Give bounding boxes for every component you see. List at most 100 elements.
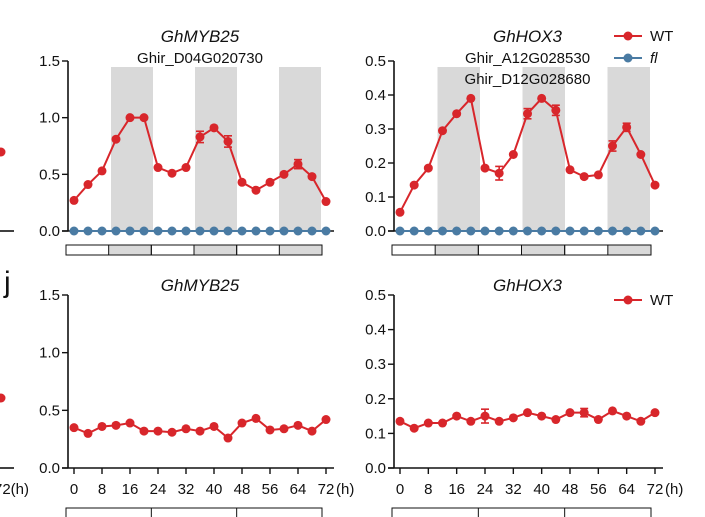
y-tick-label: 0.5 bbox=[39, 166, 60, 183]
data-point-fl bbox=[579, 226, 589, 236]
legend-marker bbox=[623, 53, 633, 63]
data-point-fl bbox=[139, 226, 149, 236]
data-point-WT bbox=[321, 415, 331, 425]
charts-layer: 0.00.51.01.5GhMYB25Ghir_D04G020730WTfl0.… bbox=[0, 27, 683, 517]
data-point-WT bbox=[593, 170, 603, 180]
x-tick-label: 48 bbox=[562, 481, 579, 498]
y-tick-label: 0.1 bbox=[365, 425, 386, 442]
chart-title: GhMYB25 bbox=[161, 276, 240, 295]
data-point-WT bbox=[181, 424, 191, 434]
data-point-WT bbox=[494, 168, 504, 178]
edge-fragment-point bbox=[0, 147, 6, 157]
data-point-WT bbox=[622, 122, 632, 132]
data-point-WT bbox=[608, 141, 617, 151]
chart-panel-2: 0.0 0.1 0.2 0.3 0.4 0.5 GhHOX3 Ghir_A12G028530 G… bbox=[365, 27, 663, 256]
data-point-WT bbox=[69, 423, 79, 433]
data-point-WT bbox=[153, 426, 163, 436]
data-point-WT bbox=[537, 93, 547, 103]
data-point-fl bbox=[480, 226, 490, 236]
data-point-fl bbox=[565, 226, 575, 236]
light-dark-bar bbox=[391, 507, 652, 517]
data-point-WT bbox=[395, 416, 405, 426]
data-point-fl bbox=[195, 226, 205, 236]
data-point-WT bbox=[409, 180, 419, 190]
y-tick-label: 0.0 bbox=[39, 223, 60, 240]
data-point-fl bbox=[83, 226, 93, 236]
bar-dark-segment bbox=[193, 244, 238, 256]
y-tick-label: 0.3 bbox=[365, 121, 386, 138]
dark-period-shade bbox=[437, 67, 480, 231]
x-tick-label: 72 bbox=[318, 481, 335, 498]
y-tick-label: 0.4 bbox=[365, 322, 386, 339]
data-point-WT bbox=[69, 195, 79, 205]
data-point-fl bbox=[69, 226, 79, 236]
chart-subtitle-2: Ghir_D12G028680 bbox=[465, 71, 591, 88]
panel-label-j: j bbox=[3, 266, 11, 299]
data-point-WT bbox=[265, 177, 275, 187]
data-point-fl bbox=[636, 226, 646, 236]
data-point-fl bbox=[153, 226, 163, 236]
data-point-fl bbox=[537, 226, 547, 236]
data-point-WT bbox=[452, 411, 462, 421]
bar-dark-segment bbox=[278, 244, 323, 256]
x-tick-label: 64 bbox=[290, 481, 307, 498]
data-point-fl bbox=[167, 226, 177, 236]
data-point-WT bbox=[508, 150, 518, 159]
y-tick-label: 1.0 bbox=[39, 345, 60, 362]
data-point-WT bbox=[650, 180, 660, 190]
data-point-fl bbox=[622, 226, 632, 236]
x-unit-label: (h) bbox=[665, 481, 683, 498]
data-point-WT bbox=[111, 420, 121, 430]
data-point-fl bbox=[321, 226, 331, 236]
y-tick-label: 0.5 bbox=[39, 402, 60, 419]
x-tick-label: 48 bbox=[234, 481, 251, 498]
data-point-WT bbox=[111, 134, 121, 144]
chart-subtitle: Ghir_D04G020730 bbox=[137, 50, 263, 67]
bar-dark-segment bbox=[434, 244, 479, 256]
data-point-fl bbox=[423, 226, 433, 236]
data-point-fl bbox=[438, 226, 447, 236]
data-point-WT bbox=[622, 411, 632, 421]
edge-fragment-label: 72(h) bbox=[0, 481, 29, 498]
data-point-WT bbox=[97, 421, 107, 431]
data-point-WT bbox=[423, 418, 433, 428]
data-point-fl bbox=[223, 226, 233, 236]
legend-label: WT bbox=[650, 28, 673, 45]
data-point-WT bbox=[551, 105, 561, 115]
data-point-WT bbox=[593, 415, 603, 425]
data-point-WT bbox=[537, 411, 547, 421]
data-point-WT bbox=[409, 423, 419, 433]
data-point-WT bbox=[466, 93, 476, 103]
data-point-WT bbox=[565, 165, 575, 175]
data-point-WT bbox=[438, 418, 447, 428]
edge-fragment-point bbox=[0, 393, 6, 403]
data-point-WT bbox=[83, 180, 93, 190]
data-point-WT bbox=[97, 166, 107, 176]
data-point-WT bbox=[293, 159, 303, 169]
data-point-fl bbox=[395, 226, 405, 236]
data-point-fl bbox=[279, 226, 289, 236]
data-point-fl bbox=[452, 226, 462, 236]
x-tick-label: 40 bbox=[206, 481, 223, 498]
x-unit-label: (h) bbox=[336, 481, 354, 498]
data-point-WT bbox=[139, 426, 149, 436]
data-point-fl bbox=[551, 226, 561, 236]
data-point-WT bbox=[608, 406, 617, 416]
x-tick-label: 32 bbox=[178, 481, 195, 498]
y-tick-label: 0.2 bbox=[365, 391, 386, 408]
data-point-WT bbox=[452, 109, 462, 119]
data-point-WT bbox=[551, 415, 561, 425]
data-point-fl bbox=[508, 226, 518, 236]
y-tick-label: 0.2 bbox=[365, 155, 386, 172]
x-tick-label: 8 bbox=[424, 481, 432, 498]
static-layer: j 72(h) bbox=[0, 266, 29, 498]
y-tick-label: 1.5 bbox=[39, 287, 60, 304]
y-tick-label: 1.0 bbox=[39, 110, 60, 127]
bar-dark-segment bbox=[521, 244, 566, 256]
x-tick-label: 72 bbox=[647, 481, 664, 498]
x-tick-label: 40 bbox=[533, 481, 550, 498]
data-point-WT bbox=[423, 163, 433, 173]
data-point-WT bbox=[265, 425, 275, 435]
data-point-fl bbox=[125, 226, 135, 236]
